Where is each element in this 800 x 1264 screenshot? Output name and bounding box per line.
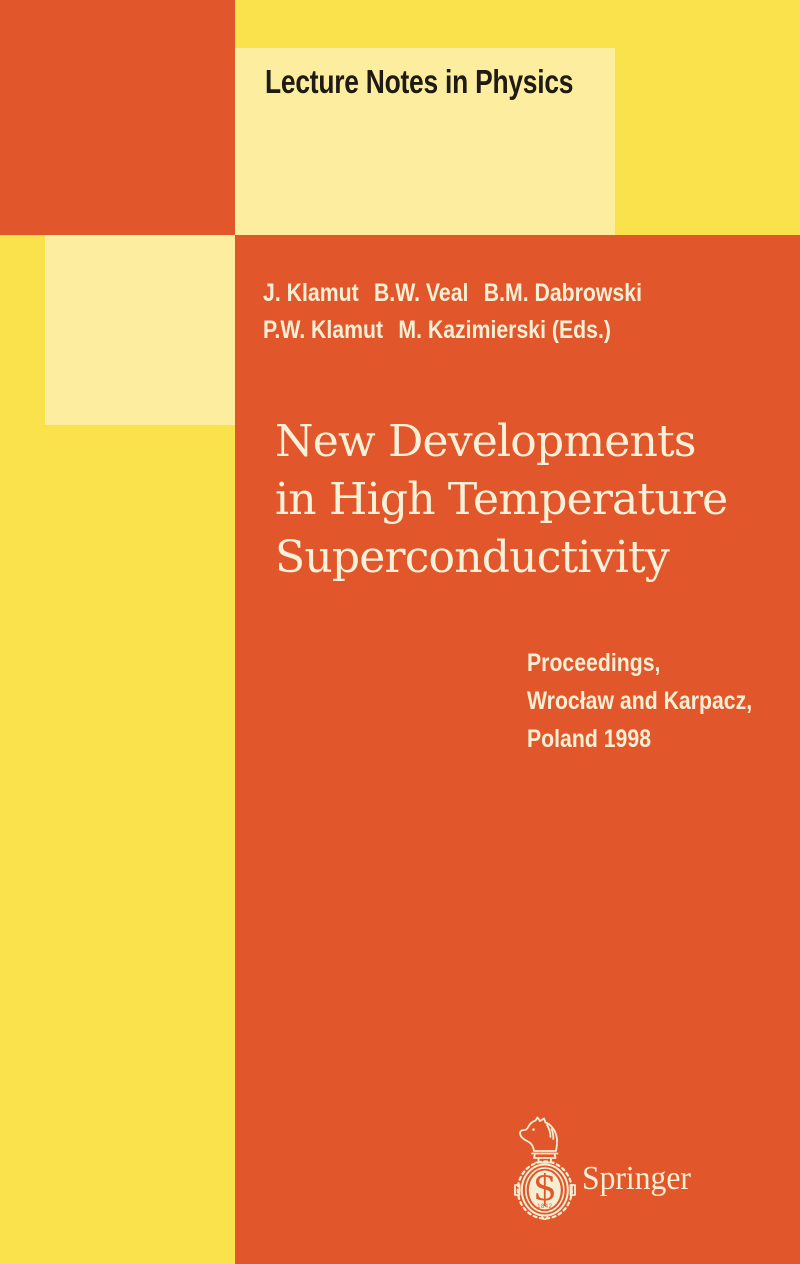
springer-wordmark: Springer [582, 1160, 691, 1197]
series-title: Lecture Notes in Physics [265, 63, 574, 100]
springer-knight-emblem-icon: S 1842 [514, 1116, 576, 1220]
book-title-line: Superconductivity [275, 532, 670, 583]
top-left-orange-block [0, 0, 235, 235]
editors-row-2: P.W. Klamut M. Kazimierski (Eds.) [263, 312, 642, 349]
cartouche-outer-ring [520, 1163, 569, 1217]
cover-main-panel: J. Klamut B.W. Veal B.M. Dabrowski P.W. … [235, 235, 800, 1264]
editors-row-1: J. Klamut B.W. Veal B.M. Dabrowski [263, 275, 642, 312]
cartouche-bottom-finial [541, 1216, 549, 1220]
book-title: New Developments in High Temperature Sup… [275, 413, 728, 587]
founding-year: 1842 [537, 1204, 553, 1210]
book-title-line: New Developments [275, 416, 697, 467]
proceedings-line: Proceedings, [527, 649, 661, 677]
proceedings-line: Poland 1998 [527, 725, 652, 753]
editor-name: J. Klamut [263, 279, 359, 307]
series-banner-panel: Lecture Notes in Physics [235, 48, 615, 235]
editor-name: B.W. Veal [373, 279, 469, 307]
editor-name: M. Kazimierski (Eds.) [398, 316, 611, 344]
cartouche-side-knobs [514, 1184, 576, 1196]
left-pale-yellow-block [45, 235, 235, 425]
monogram-s: S [533, 1169, 556, 1209]
editor-name: P.W. Klamut [263, 316, 384, 344]
proceedings-line: Wrocław and Karpacz, [527, 687, 753, 715]
proceedings-block: Proceedings, Wrocław and Karpacz, Poland… [527, 644, 752, 758]
knight-horse-head [519, 1116, 558, 1152]
knight-eye [532, 1128, 535, 1131]
book-title-line: in High Temperature [275, 474, 728, 525]
cartouche-inner-ring [524, 1167, 565, 1213]
cartouche-ornament-ring [516, 1160, 573, 1220]
editors-block: J. Klamut B.W. Veal B.M. Dabrowski P.W. … [263, 275, 642, 349]
emblem-pedestal [531, 1152, 559, 1164]
editor-name: B.M. Dabrowski [483, 279, 642, 307]
knight-mane-lines [546, 1124, 555, 1140]
